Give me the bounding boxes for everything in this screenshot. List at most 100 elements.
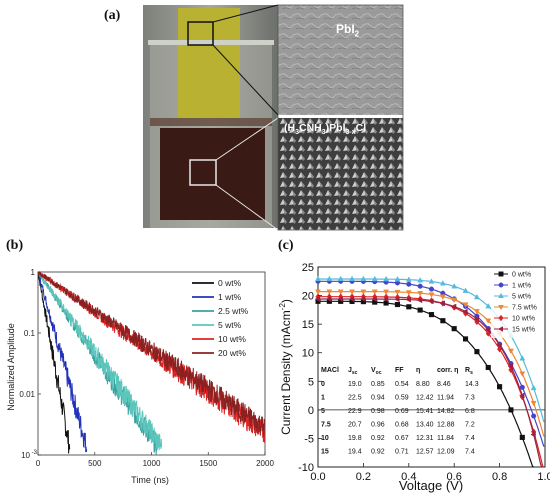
x-tick-label-c: 1.0: [537, 471, 550, 483]
jv-marker: [498, 304, 504, 311]
decay-series-line: [37, 271, 88, 453]
jv-marker: [530, 431, 536, 438]
jv-marker: [383, 289, 390, 296]
y-tick-label-c: 20: [302, 291, 314, 303]
y-axis-label-c: Current Density (mAcm-2): [278, 299, 293, 435]
jv-marker: [348, 296, 355, 302]
jv-marker: [360, 289, 367, 295]
table-header-cell: corr. η: [437, 367, 458, 374]
legend-label-b: 1 wt%: [218, 292, 242, 302]
y-tick-label-c: -5: [304, 433, 314, 445]
zoom-box-bottom: [189, 159, 217, 186]
table-cell: 15: [321, 449, 329, 456]
jv-marker: [451, 326, 457, 332]
legend-label-c: 10 wt%: [512, 316, 535, 323]
jv-marker: [450, 303, 457, 310]
table-cell: 0.94: [371, 395, 385, 402]
jv-marker: [428, 312, 435, 318]
table-cell: 20.7: [348, 422, 362, 429]
table-cell: 12.09: [437, 449, 455, 456]
sem-image-top: [278, 5, 403, 115]
jv-marker: [382, 296, 389, 303]
table-cell: 19.0: [348, 381, 362, 388]
y-tick-label-c: 15: [302, 319, 314, 331]
x-tick-label-b: 500: [88, 459, 102, 468]
table-cell: 19.4: [348, 449, 362, 456]
table-cell: 0.92: [371, 449, 385, 456]
table-cell: 0.68: [395, 422, 409, 429]
jv-marker: [360, 275, 367, 282]
table-cell: 0.67: [395, 435, 409, 442]
table-cell: 12.88: [437, 422, 455, 429]
zoom-box-top: [187, 21, 214, 46]
jv-marker: [394, 276, 401, 282]
table-header-cell: Rs: [465, 367, 473, 376]
x-tick-label-c: 0.0: [310, 471, 325, 483]
table-cell: 11.84: [437, 435, 454, 442]
table-cell: 15.41: [416, 408, 434, 415]
jv-marker: [406, 304, 412, 310]
table-cell: 0.69: [395, 408, 409, 415]
y-tick-label-c: 25: [302, 262, 314, 274]
table-cell: 0.96: [371, 422, 385, 429]
jv-marker: [485, 318, 492, 324]
jv-marker: [473, 316, 479, 322]
jv-marker: [417, 291, 424, 297]
table-header-cell: Jsc: [348, 367, 358, 376]
jv-marker: [326, 275, 333, 282]
legend-label-c: 15 wt%: [512, 327, 535, 334]
jv-marker: [498, 282, 504, 288]
jv-marker: [508, 407, 514, 413]
legend-label-b: 5 wt%: [218, 320, 242, 330]
jv-marker: [315, 275, 321, 282]
x-tick-label-b: 1500: [199, 459, 217, 468]
table-cell: 14.3: [465, 381, 479, 388]
y-tick-label-b: 1: [31, 268, 36, 277]
table-cell: 7.4: [465, 449, 475, 456]
jv-marker: [473, 293, 480, 300]
table-cell: 0.59: [395, 395, 409, 402]
legend-label-c: 7.5 wt%: [512, 305, 537, 312]
legend-label-c: 0 wt%: [512, 272, 531, 279]
jv-marker: [462, 302, 469, 308]
jv-marker: [507, 348, 514, 355]
jv-marker: [394, 301, 401, 308]
y-tick-exponent-b: -3: [32, 450, 38, 456]
jv-marker: [497, 326, 504, 332]
jv-marker: [519, 371, 526, 377]
y-tick-label-c: 0: [308, 405, 314, 417]
jv-marker: [462, 308, 468, 315]
jv-marker: [519, 355, 526, 361]
table-cell: 5: [321, 408, 325, 415]
table-cell: 7.3: [465, 395, 475, 402]
perovskite-film: [160, 128, 265, 220]
table-cell: 19.8: [348, 435, 362, 442]
jv-marker: [451, 297, 458, 304]
jv-marker: [326, 289, 333, 295]
table-cell: 22.5: [348, 395, 362, 402]
table-cell: 12.31: [416, 435, 434, 442]
jv-marker: [349, 275, 356, 282]
table-cell: 10: [321, 435, 329, 442]
jv-marker: [498, 314, 504, 322]
table-cell: 0.71: [395, 449, 409, 456]
pl-decay-chart: 0 500 1000 1500 2000 1 0.1 0.01 10 -3 0 wt% 1 wt% 2…: [6, 268, 274, 485]
jv-marker: [406, 281, 412, 287]
table-cell: 7.2: [465, 422, 475, 429]
jv-marker: [337, 275, 344, 282]
x-tick-label-b: 1000: [143, 459, 161, 468]
y-tick-label-c: 5: [308, 376, 314, 388]
jv-marker: [519, 392, 525, 399]
table-header-cell: MACl: [321, 367, 339, 374]
jv-marker: [337, 296, 343, 302]
jv-marker: [337, 289, 344, 295]
table-header-cell: η: [416, 367, 420, 374]
decay-series-line: [37, 271, 71, 454]
jv-marker: [507, 363, 514, 370]
jv-marker: [417, 277, 424, 283]
jv-marker: [428, 278, 435, 284]
jv-marker: [530, 400, 537, 407]
x-axis-label-c: Voltage (V): [399, 478, 463, 493]
x-tick-label-c: 0.8: [492, 471, 507, 483]
